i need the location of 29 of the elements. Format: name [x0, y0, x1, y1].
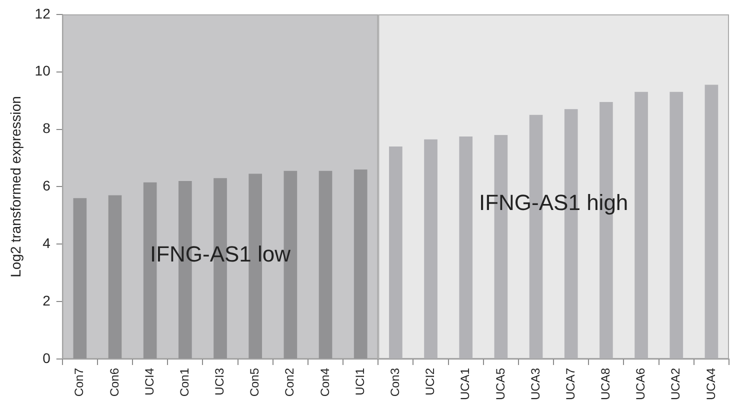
x-tick-label: UCA8 — [598, 368, 613, 400]
x-tick-label: UCA2 — [668, 368, 683, 400]
x-tick-label: Con3 — [388, 368, 402, 397]
x-tick-label: Con4 — [318, 368, 332, 397]
x-tick-label: UCA6 — [634, 368, 648, 400]
y-tick-label: 12 — [34, 5, 51, 22]
x-tick-label: UCI1 — [352, 368, 367, 396]
x-tick-label: UCI4 — [142, 368, 156, 396]
y-tick-label: 2 — [42, 292, 51, 308]
x-tick-label: Con5 — [248, 368, 262, 397]
x-tick-label: UCA3 — [528, 368, 542, 400]
y-tick-label: 0 — [42, 350, 51, 366]
x-tick-label: Con2 — [282, 368, 297, 397]
x-tick-label: UCA1 — [458, 368, 472, 400]
x-tick-label: UCA5 — [493, 368, 508, 400]
band-label: IFNG-AS1 low — [150, 242, 291, 267]
x-tick-label: Con7 — [72, 368, 86, 397]
x-tick-label: UCA4 — [704, 368, 718, 400]
band-label: IFNG-AS1 high — [478, 190, 628, 215]
y-tick-label: 6 — [42, 178, 51, 194]
x-tick-label: Con1 — [177, 368, 192, 397]
y-tick-label: 8 — [42, 120, 51, 136]
x-tick-label: Con6 — [107, 368, 122, 397]
y-tick-label: 4 — [42, 234, 51, 251]
x-tick-label: UCA7 — [563, 368, 578, 400]
y-axis-title: Log2 transformed expression — [7, 96, 24, 278]
x-tick-label: UCI2 — [423, 368, 438, 396]
y-tick-label: 10 — [34, 62, 51, 79]
x-tick-label: UCI3 — [212, 368, 227, 396]
